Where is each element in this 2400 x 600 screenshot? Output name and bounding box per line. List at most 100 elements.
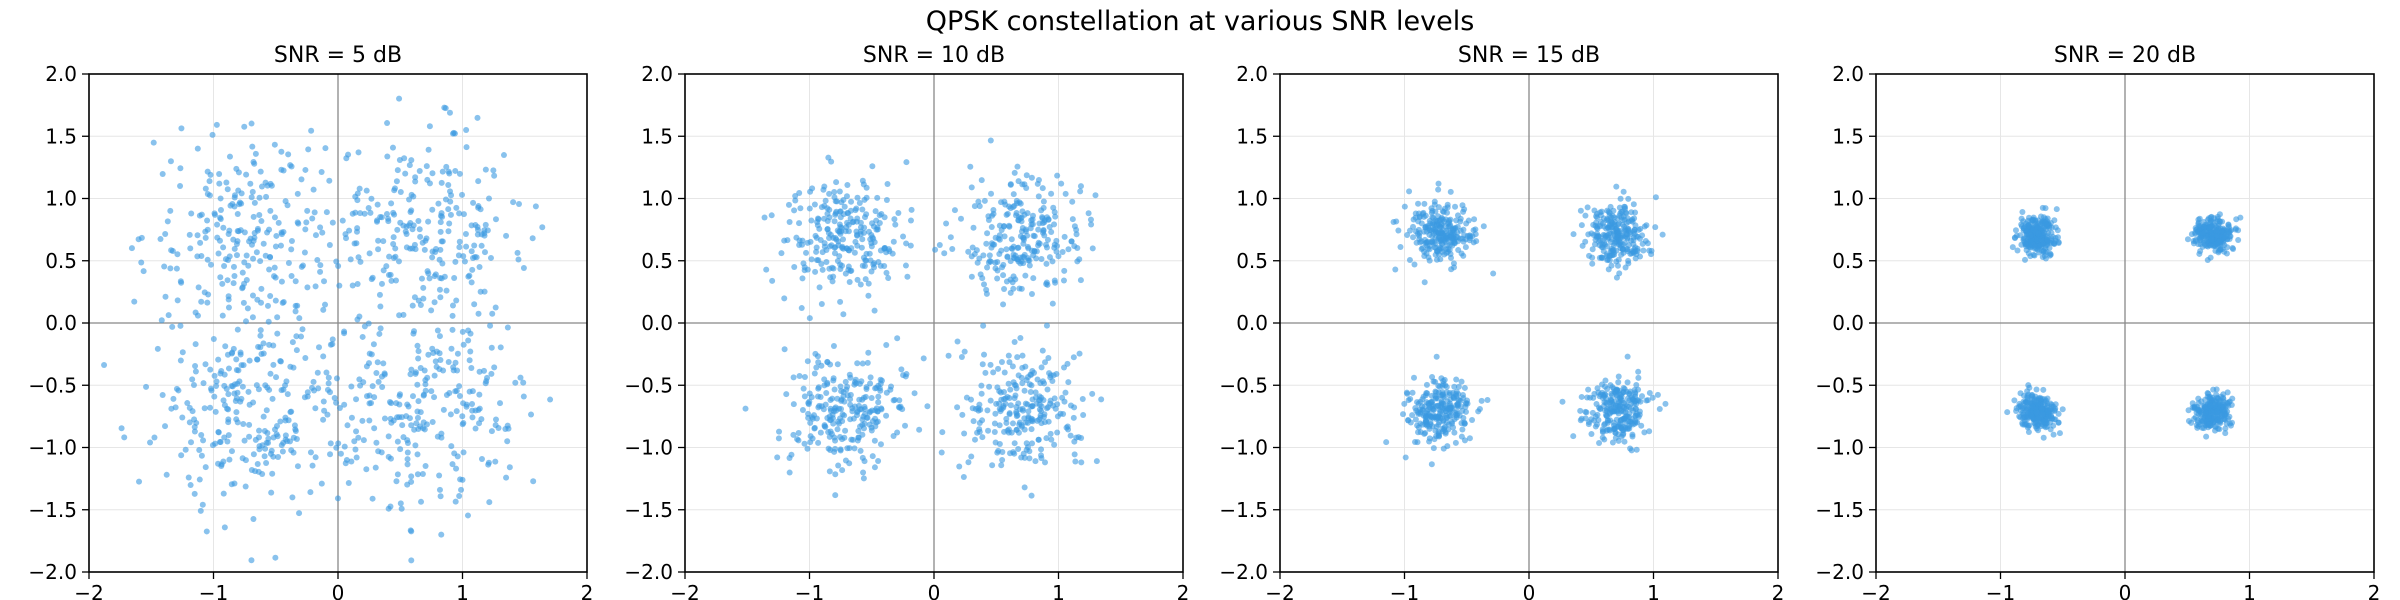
data-point bbox=[2235, 237, 2242, 244]
data-point bbox=[228, 481, 235, 488]
data-point bbox=[1615, 437, 1622, 444]
data-point bbox=[2031, 419, 2038, 426]
data-point bbox=[368, 195, 375, 202]
data-point bbox=[860, 475, 867, 482]
data-point bbox=[345, 151, 352, 158]
data-point bbox=[2025, 222, 2032, 229]
data-point bbox=[1429, 414, 1436, 421]
data-point bbox=[151, 434, 158, 441]
x-tick-label: −2 bbox=[74, 581, 103, 600]
data-point bbox=[1401, 400, 1408, 407]
data-point bbox=[840, 236, 847, 243]
data-point bbox=[1577, 207, 1584, 214]
data-point bbox=[213, 378, 220, 385]
data-point bbox=[831, 218, 838, 225]
data-point bbox=[224, 186, 231, 193]
data-point bbox=[1457, 218, 1464, 225]
data-point bbox=[837, 298, 844, 305]
data-point bbox=[1588, 431, 1595, 437]
data-point bbox=[217, 214, 224, 221]
data-point bbox=[1092, 192, 1099, 199]
data-point bbox=[1622, 409, 1629, 416]
data-point bbox=[248, 194, 255, 201]
data-point bbox=[1444, 248, 1451, 255]
data-point bbox=[490, 167, 497, 174]
data-point bbox=[998, 358, 1005, 365]
data-point bbox=[325, 380, 332, 387]
data-point bbox=[344, 422, 351, 429]
data-point bbox=[2051, 217, 2058, 224]
data-point bbox=[1596, 440, 1603, 446]
data-point bbox=[1609, 392, 1616, 399]
data-point bbox=[916, 426, 923, 433]
data-point bbox=[1009, 363, 1016, 370]
y-tick-label: −2.0 bbox=[624, 560, 673, 584]
data-point bbox=[288, 273, 295, 279]
data-point bbox=[178, 125, 185, 132]
data-point bbox=[1631, 215, 1638, 222]
data-point bbox=[528, 411, 535, 418]
data-point bbox=[1035, 193, 1042, 200]
data-point bbox=[1585, 421, 1592, 428]
data-point bbox=[341, 401, 348, 408]
y-tick-label: 1.5 bbox=[1832, 124, 1864, 148]
data-point bbox=[1035, 226, 1042, 233]
data-point bbox=[1476, 406, 1483, 413]
y-tick-label: 0.5 bbox=[1832, 249, 1864, 273]
data-point bbox=[833, 208, 840, 215]
data-point bbox=[1617, 195, 1624, 202]
data-point bbox=[1417, 239, 1424, 246]
data-point bbox=[956, 463, 963, 470]
data-point bbox=[367, 209, 374, 216]
data-point bbox=[1051, 221, 1058, 228]
data-point bbox=[265, 318, 272, 325]
data-point bbox=[191, 490, 198, 497]
data-point bbox=[978, 177, 985, 184]
data-point bbox=[968, 253, 975, 260]
data-point bbox=[859, 177, 866, 184]
data-point bbox=[447, 411, 454, 418]
data-point bbox=[1433, 256, 1440, 263]
data-point bbox=[805, 414, 812, 421]
data-point bbox=[409, 245, 416, 252]
data-point bbox=[981, 281, 988, 288]
data-point bbox=[491, 172, 498, 179]
data-point bbox=[234, 389, 241, 396]
data-point bbox=[1595, 416, 1602, 423]
data-point bbox=[240, 420, 247, 427]
data-point bbox=[968, 184, 975, 191]
data-point bbox=[217, 195, 224, 202]
data-point bbox=[374, 201, 381, 208]
y-tick-label: 1.5 bbox=[45, 124, 77, 148]
data-point bbox=[1455, 391, 1462, 398]
data-point bbox=[1406, 188, 1413, 195]
data-point bbox=[1617, 227, 1624, 234]
data-point bbox=[1040, 227, 1047, 234]
data-point bbox=[348, 458, 355, 465]
data-point bbox=[170, 395, 177, 402]
data-point bbox=[441, 273, 448, 280]
data-point bbox=[945, 352, 952, 359]
data-point bbox=[468, 365, 475, 372]
data-point bbox=[250, 451, 257, 458]
data-point bbox=[1044, 236, 1051, 243]
data-point bbox=[270, 342, 277, 349]
data-point bbox=[2014, 247, 2021, 254]
data-point bbox=[290, 449, 297, 456]
data-point bbox=[1395, 227, 1402, 234]
data-point bbox=[1006, 223, 1013, 230]
data-point bbox=[1601, 399, 1608, 406]
data-point bbox=[191, 424, 198, 431]
data-point bbox=[2191, 415, 2198, 422]
data-point bbox=[249, 314, 256, 321]
data-point bbox=[991, 428, 998, 435]
data-point bbox=[448, 192, 455, 199]
data-point bbox=[292, 278, 299, 285]
data-point bbox=[826, 235, 833, 242]
data-point bbox=[890, 397, 897, 404]
data-point bbox=[293, 333, 300, 340]
data-point bbox=[1426, 438, 1433, 445]
data-point bbox=[520, 379, 527, 386]
data-point bbox=[947, 234, 954, 241]
data-point bbox=[179, 349, 186, 356]
